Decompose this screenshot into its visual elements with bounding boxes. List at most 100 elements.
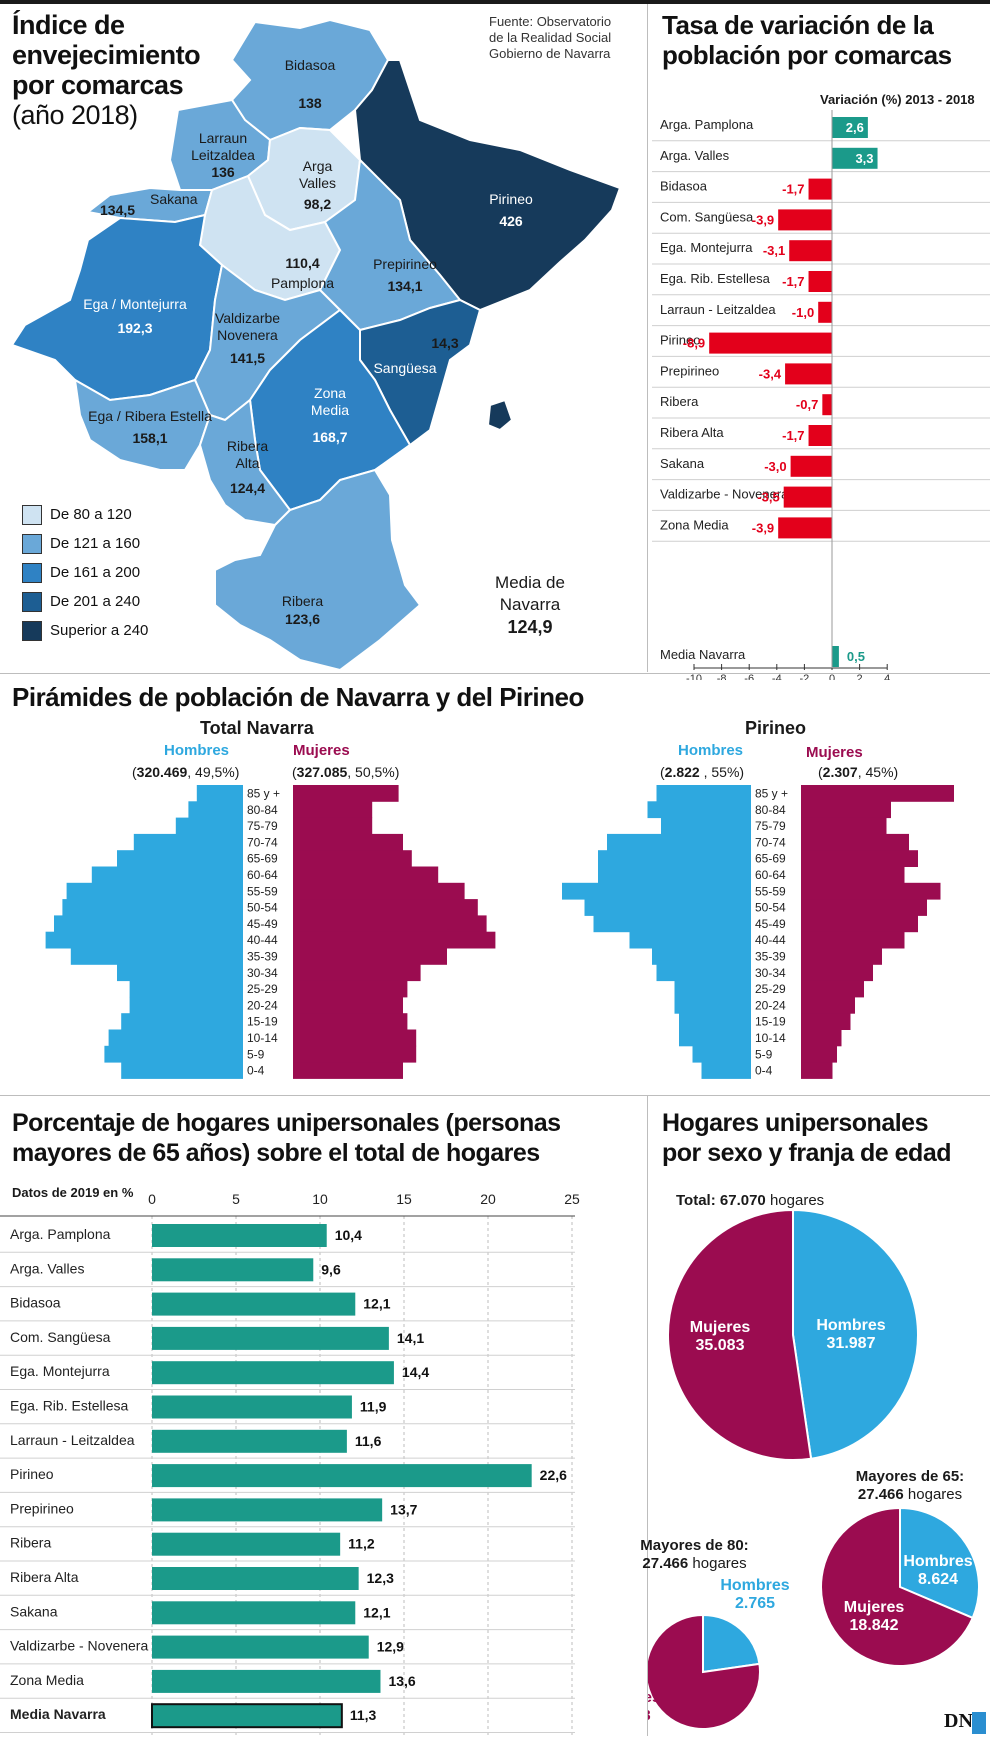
pie-slice-mujeres: [667, 1208, 813, 1461]
media-label: Navarra: [499, 595, 561, 614]
bar: [783, 486, 832, 508]
bar-hombres: [598, 850, 751, 867]
category-label: Media Navarra: [10, 1706, 106, 1722]
bar: [152, 1669, 381, 1693]
section-divider: [0, 1095, 990, 1096]
legend-swatch: [22, 505, 42, 525]
age-label: 15-19: [247, 1015, 278, 1029]
legend-label: De 80 a 120: [50, 506, 132, 523]
media-label: Media Navarra: [660, 647, 746, 662]
age-label: 10-14: [755, 1031, 786, 1045]
x-tick-label: 0: [148, 1191, 156, 1207]
region-name: Larraun Leitzaldea: [191, 130, 255, 163]
bar-hombres: [175, 817, 243, 835]
age-label: 40-44: [755, 933, 786, 947]
age-label: 60-64: [247, 868, 278, 882]
pie-slice-hombres: [899, 1506, 980, 1620]
category-label: Arga. Valles: [660, 148, 730, 163]
bar-mujeres: [293, 817, 373, 835]
value-label: 2,6: [846, 120, 864, 135]
value-label: 12,1: [363, 1296, 390, 1312]
region-enclave: [486, 398, 514, 432]
bar-mujeres: [293, 931, 496, 949]
value-label: -1,7: [782, 274, 804, 289]
pyramid-title: Pirámides de población de Navarra y del …: [12, 682, 584, 712]
bar-hombres: [129, 996, 243, 1014]
x-tick-label: -2: [800, 673, 810, 680]
region-value: 123,6: [284, 611, 321, 627]
legend-swatch: [22, 563, 42, 583]
bar-mujeres: [293, 915, 487, 933]
map-label-ega-montejurra: Ega / Montejurra 192,3: [70, 292, 200, 340]
bar-mujeres: [293, 850, 412, 867]
top-rule: [0, 0, 990, 4]
age-label: 5-9: [755, 1047, 773, 1061]
map-title-line: envejecimiento: [12, 40, 201, 70]
region-name: Ega / Ribera Estella: [88, 408, 212, 424]
value-label: 12,1: [363, 1604, 390, 1620]
bar-hombres: [62, 899, 244, 916]
pie-slice-mujeres: [648, 1613, 761, 1730]
pyramid-nav-mujeres-total: (327.085, 50,5%): [292, 764, 400, 780]
pyramid-pirineo-title: Pirineo: [745, 718, 807, 738]
bar-mujeres: [801, 996, 855, 1014]
age-label: 20-24: [755, 998, 786, 1012]
pie-caption-label: Mayores de 80:: [640, 1537, 749, 1554]
bar: [832, 147, 878, 169]
bar-hombres: [584, 899, 751, 916]
age-label: 70-74: [755, 835, 786, 849]
region-value: 136: [211, 164, 235, 180]
bar-mujeres: [801, 833, 909, 851]
bar-mujeres: [801, 817, 887, 835]
x-tick-label: 25: [564, 1191, 580, 1207]
value-label: 12,9: [377, 1639, 404, 1655]
x-tick-label: 5: [232, 1191, 240, 1207]
value-label: -3,9: [752, 520, 774, 535]
bar: [818, 301, 832, 323]
bar: [152, 1429, 347, 1453]
value-label: 11,2: [348, 1536, 375, 1552]
pie-charts: Hombres31.987Mujeres35.083Hombres8.624Mu…: [648, 1208, 980, 1730]
bar-hombres: [661, 817, 751, 835]
bar: [789, 240, 832, 262]
region-value: 138: [298, 95, 322, 111]
map-label-ribera: Ribera 123,6: [270, 592, 335, 628]
region-name: Valdizarbe Novenera: [214, 310, 281, 343]
bar: [152, 1361, 394, 1385]
category-label: Ribera Alta: [660, 425, 724, 440]
category-label: Arga. Pamplona: [10, 1226, 111, 1242]
category-label: Valdizarbe - Novenera: [660, 487, 789, 502]
age-label: 45-49: [755, 917, 786, 931]
bar: [808, 271, 832, 292]
bar: [808, 425, 832, 446]
total-pct: , 50,5%): [347, 764, 400, 780]
map-label-pamplona: 110,4 Pamplona: [265, 253, 340, 293]
bar-mujeres: [801, 882, 941, 900]
age-label: 45-49: [247, 917, 278, 931]
value-label: -3,0: [764, 459, 786, 474]
age-label: 85 y +: [755, 787, 788, 801]
bar-mujeres: [801, 980, 864, 998]
bar-mujeres: [801, 1029, 842, 1047]
pies-title-line: Hogares unipersonales: [662, 1109, 928, 1137]
map-label-valdizarbe: Valdizarbe Novenera 141,5: [205, 310, 290, 367]
map-title-line: por comarcas: [12, 70, 184, 100]
bar-hombres: [133, 833, 243, 851]
source-line: Fuente: Observatorio: [489, 14, 612, 29]
pie-label-hombres: Hombres: [816, 1317, 885, 1334]
value-label: -3,9: [752, 212, 774, 227]
pie-label-mujeres: 18.842: [850, 1617, 899, 1634]
value-label: 13,6: [388, 1673, 415, 1689]
map-label-ega-ribera-estella: Ega / Ribera Estella 158,1: [85, 405, 215, 449]
bar-mujeres: [293, 964, 421, 982]
bar: [151, 1703, 343, 1729]
pie-label-hombres: 8.624: [918, 1571, 958, 1588]
pie-slice-mujeres: [820, 1506, 975, 1667]
value-label: 14,1: [397, 1330, 424, 1346]
pie-label-mujeres: Mujeres: [690, 1319, 751, 1336]
hogares-title: Porcentaje de hogares unipersonales (per…: [12, 1108, 561, 1168]
pie-label-hombres: Hombres: [903, 1553, 972, 1570]
region-ega-ribera-estella: [73, 378, 212, 471]
age-label: 80-84: [755, 803, 786, 817]
region-name: Pamplona: [270, 275, 335, 291]
